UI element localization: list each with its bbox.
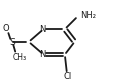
- Text: N: N: [39, 50, 46, 59]
- Text: NH₂: NH₂: [80, 11, 96, 20]
- Text: Cl: Cl: [64, 72, 72, 81]
- Text: N: N: [39, 25, 46, 34]
- Text: S: S: [9, 38, 15, 47]
- Text: O: O: [2, 24, 9, 33]
- Text: CH₃: CH₃: [13, 53, 27, 62]
